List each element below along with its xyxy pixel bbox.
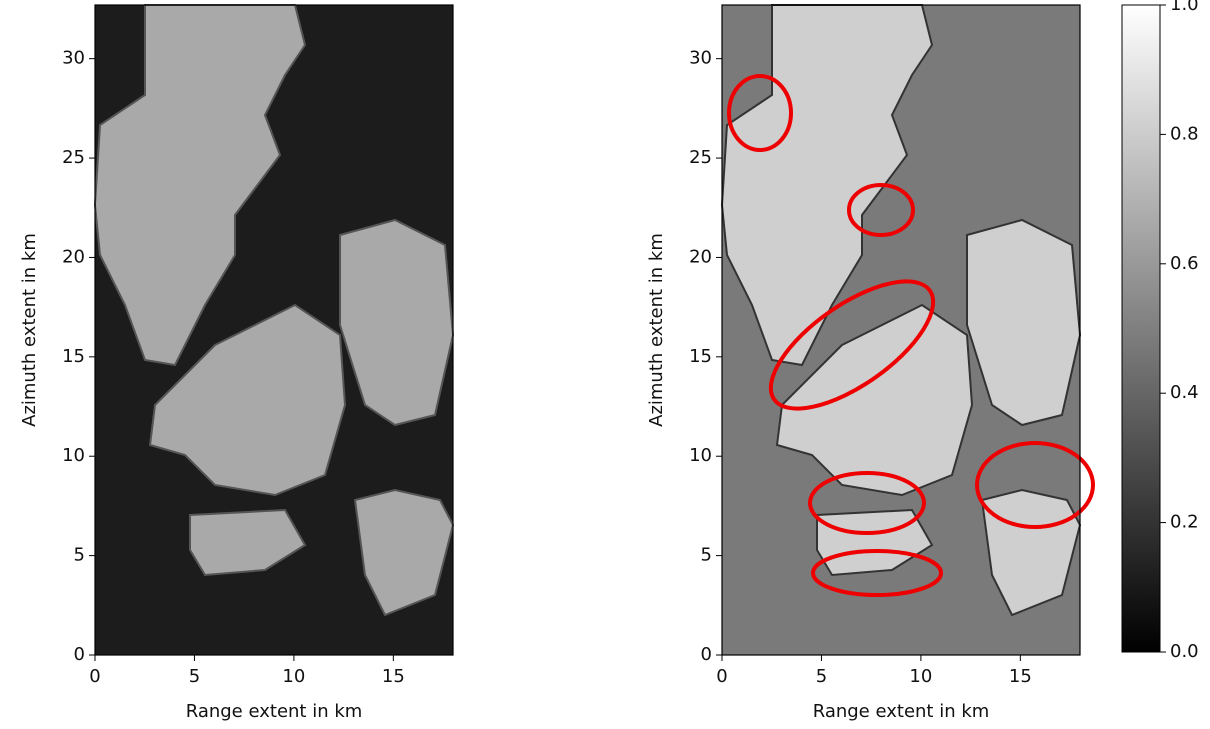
y-tick-label: 10: [689, 445, 712, 466]
colorbar: [1122, 5, 1160, 652]
x-tick-label: 15: [1009, 666, 1032, 687]
x-tick-label: 15: [382, 666, 405, 687]
y-tick-label: 15: [689, 346, 712, 367]
y-tick-label: 30: [689, 48, 712, 69]
y-tick-label: 10: [62, 445, 85, 466]
y-tick-label: 20: [689, 246, 712, 267]
x-tick-label: 5: [816, 666, 827, 687]
colorbar-tick-label: 0.4: [1170, 382, 1199, 403]
y-axis-label: Azimuth extent in km: [19, 233, 40, 427]
x-tick-label: 10: [909, 666, 932, 687]
y-tick-label: 25: [689, 147, 712, 168]
colorbar-tick-label: 0.8: [1170, 123, 1199, 144]
y-tick-label: 25: [62, 147, 85, 168]
x-tick-label: 0: [89, 666, 100, 687]
y-axis-label: Azimuth extent in km: [646, 233, 667, 427]
y-tick-label: 20: [62, 246, 85, 267]
x-tick-label: 10: [282, 666, 305, 687]
x-axis-label: Range extent in km: [813, 701, 990, 722]
y-tick-label: 15: [62, 346, 85, 367]
figure: 0 5 10 15 0 5 10 15 20 25 30 Range extent in km Azim…: [0, 0, 1210, 725]
x-axis-label: Range extent in km: [186, 701, 363, 722]
y-tick-label: 5: [701, 545, 712, 566]
colorbar-tick-label: 0.2: [1170, 512, 1199, 533]
colorbar-tick-label: 0.0: [1170, 641, 1199, 662]
colorbar-tick-label: 1.0: [1170, 0, 1199, 15]
y-tick-label: 5: [74, 545, 85, 566]
x-tick-label: 0: [716, 666, 727, 687]
y-tick-label: 0: [701, 644, 712, 665]
x-tick-label: 5: [189, 666, 200, 687]
colorbar-tick-label: 0.6: [1170, 253, 1199, 274]
y-tick-label: 0: [74, 644, 85, 665]
y-tick-label: 30: [62, 48, 85, 69]
